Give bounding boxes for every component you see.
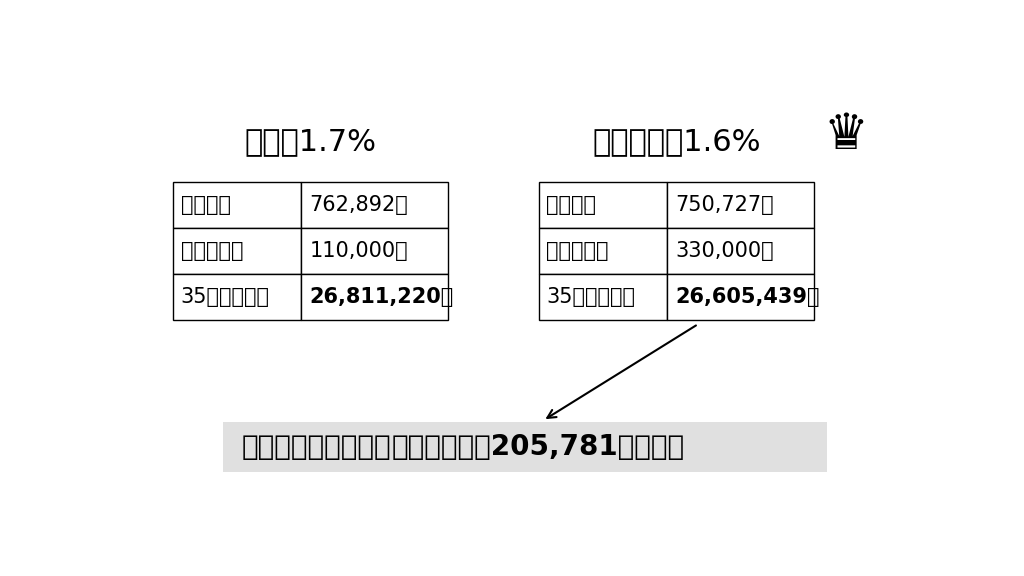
- Text: オリックス1.6%: オリックス1.6%: [592, 127, 761, 156]
- Text: 26,811,220円: 26,811,220円: [309, 287, 454, 307]
- Bar: [222, 422, 827, 472]
- Text: 事務手数料: 事務手数料: [180, 241, 243, 261]
- Text: 110,000円: 110,000円: [309, 241, 409, 261]
- FancyBboxPatch shape: [301, 181, 449, 228]
- FancyBboxPatch shape: [539, 181, 667, 228]
- Text: 総額の支払い的には: 総額の支払い的には: [242, 433, 391, 461]
- Text: 年間返済: 年間返済: [180, 195, 230, 215]
- Text: 年間返済: 年間返済: [547, 195, 596, 215]
- FancyBboxPatch shape: [667, 228, 814, 274]
- Text: イオン1.7%: イオン1.7%: [245, 127, 377, 156]
- Text: 35年の総支払: 35年の総支払: [180, 287, 269, 307]
- FancyBboxPatch shape: [667, 181, 814, 228]
- FancyBboxPatch shape: [173, 274, 301, 320]
- Text: オリックスが205,781円お得！: オリックスが205,781円お得！: [391, 433, 685, 461]
- FancyBboxPatch shape: [301, 228, 449, 274]
- Text: ♛: ♛: [823, 111, 868, 160]
- Text: 762,892円: 762,892円: [309, 195, 409, 215]
- FancyBboxPatch shape: [667, 274, 814, 320]
- Text: 330,000円: 330,000円: [676, 241, 774, 261]
- FancyBboxPatch shape: [173, 228, 301, 274]
- FancyBboxPatch shape: [539, 228, 667, 274]
- Text: 26,605,439円: 26,605,439円: [676, 287, 820, 307]
- FancyBboxPatch shape: [173, 181, 301, 228]
- FancyBboxPatch shape: [539, 274, 667, 320]
- Text: 35年の総支払: 35年の総支払: [547, 287, 636, 307]
- Text: 事務手数料: 事務手数料: [547, 241, 609, 261]
- FancyBboxPatch shape: [301, 274, 449, 320]
- Text: 750,727円: 750,727円: [676, 195, 774, 215]
